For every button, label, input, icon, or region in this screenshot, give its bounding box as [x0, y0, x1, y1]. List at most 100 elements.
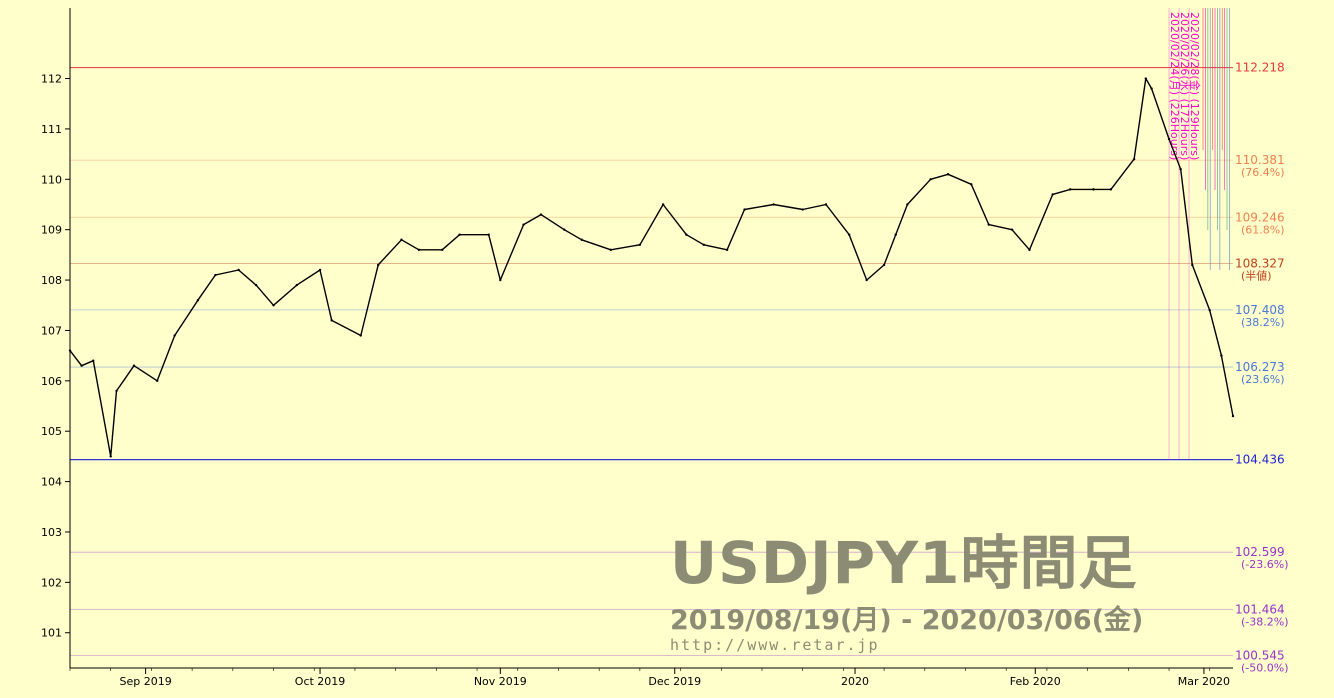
price-point-45 [970, 183, 973, 186]
price-point-10 [237, 268, 240, 272]
price-point-47 [1010, 228, 1014, 231]
price-point-21 [458, 233, 461, 236]
y-tick-label-6: 107 [41, 324, 62, 337]
level-label-3: 108.327 [1235, 257, 1285, 271]
level-label-8: 101.464 [1235, 602, 1285, 616]
level-label-4: 107.408 [1235, 303, 1285, 317]
price-point-31 [685, 233, 688, 236]
level-sublabel-1: (76.4%) [1241, 166, 1285, 179]
y-tick-label-9: 110 [41, 173, 62, 186]
price-point-28 [609, 248, 612, 252]
price-point-19 [417, 248, 421, 252]
y-tick-label-10: 111 [41, 123, 62, 136]
x-tick-label-5: Feb 2020 [1010, 675, 1061, 688]
x-tick-label-2: Nov 2019 [474, 675, 527, 688]
x-tick-label-3: Dec 2019 [648, 675, 701, 688]
price-point-33 [725, 248, 729, 252]
y-tick-label-2: 103 [41, 526, 62, 539]
price-point-49 [1051, 193, 1054, 196]
price-point-24 [522, 223, 525, 226]
price-point-42 [906, 203, 909, 206]
price-point-3 [109, 455, 112, 458]
y-tick-label-8: 109 [41, 224, 62, 237]
level-label-0: 112.218 [1235, 61, 1285, 75]
y-tick-label-7: 108 [41, 274, 62, 287]
y-tick-label-4: 105 [41, 425, 62, 438]
watermark-title: USDJPY1時間足 [670, 529, 1138, 597]
price-point-50 [1068, 188, 1072, 191]
price-series [68, 77, 1235, 458]
price-point-61 [1231, 414, 1235, 418]
price-line [69, 77, 1234, 458]
level-sublabel-9: (-50.0%) [1241, 662, 1289, 675]
price-point-9 [214, 273, 217, 277]
price-point-23 [499, 278, 502, 282]
price-point-36 [801, 208, 804, 211]
price-point-22 [487, 233, 490, 236]
price-point-29 [638, 243, 642, 246]
price-point-60 [1220, 354, 1223, 357]
time-marker-label-1: 2020/02/26(水) (172Hours) [1178, 12, 1191, 160]
y-tick-label-5: 106 [41, 375, 62, 388]
price-point-55 [1150, 87, 1153, 90]
time-marker-label-2: 2020/02/28(金) (129Hours) [1188, 12, 1202, 160]
price-point-54 [1144, 77, 1147, 80]
price-point-46 [987, 223, 990, 226]
price-point-7 [173, 334, 176, 337]
y-tick-label-11: 112 [41, 73, 62, 86]
price-point-18 [400, 238, 403, 241]
price-point-8 [196, 299, 200, 302]
level-sublabel-8: (-38.2%) [1241, 615, 1289, 628]
price-point-13 [295, 283, 298, 287]
price-point-37 [824, 203, 828, 206]
price-point-11 [254, 283, 258, 287]
price-point-17 [376, 263, 380, 267]
price-point-1 [80, 364, 83, 367]
price-point-51 [1092, 188, 1095, 191]
price-point-35 [772, 203, 775, 206]
price-point-5 [132, 364, 136, 367]
level-label-2: 109.246 [1235, 210, 1285, 224]
x-tick-label-0: Sep 2019 [119, 675, 171, 688]
level-sublabel-5: (23.6%) [1241, 373, 1285, 386]
price-point-30 [661, 203, 665, 206]
price-point-32 [702, 243, 706, 246]
price-point-26 [563, 228, 566, 231]
y-tick-label-0: 101 [41, 627, 62, 640]
x-tick-label-6: Mar 2020 [1178, 675, 1230, 688]
y-tick-label-1: 102 [41, 576, 62, 589]
price-point-14 [318, 268, 322, 272]
level-sublabel-4: (38.2%) [1241, 316, 1285, 329]
price-point-44 [946, 173, 950, 176]
level-sublabel-2: (61.8%) [1241, 223, 1285, 236]
price-point-39 [865, 278, 868, 282]
level-label-9: 100.545 [1235, 649, 1285, 663]
price-point-58 [1191, 263, 1194, 267]
level-sublabel-3: (半値) [1241, 269, 1272, 283]
price-point-20 [440, 248, 444, 252]
x-tick-label-1: Oct 2019 [295, 675, 346, 688]
price-point-16 [359, 334, 362, 337]
price-point-56 [1167, 137, 1171, 141]
price-point-15 [330, 319, 333, 322]
level-label-1: 110.381 [1235, 153, 1285, 167]
price-point-38 [848, 233, 851, 236]
price-point-48 [1028, 248, 1031, 252]
time-markers: 2020/02/24(月) (226Hours)2020/02/26(水) (1… [1168, 8, 1230, 460]
price-point-53 [1132, 157, 1136, 161]
price-point-40 [882, 263, 886, 267]
y-tick-label-3: 104 [41, 476, 62, 489]
price-point-4 [115, 389, 118, 393]
level-sublabel-7: (-23.6%) [1241, 558, 1289, 571]
price-point-27 [580, 238, 583, 241]
watermark-date-range: 2019/08/19(月) - 2020/03/06(金) [670, 605, 1144, 636]
watermark-url: http://www.retar.jp [670, 636, 880, 654]
price-point-57 [1179, 168, 1182, 171]
level-label-6: 104.436 [1235, 453, 1285, 467]
price-point-34 [743, 208, 746, 211]
price-point-41 [894, 233, 897, 236]
x-tick-label-4: 2020 [841, 675, 869, 688]
